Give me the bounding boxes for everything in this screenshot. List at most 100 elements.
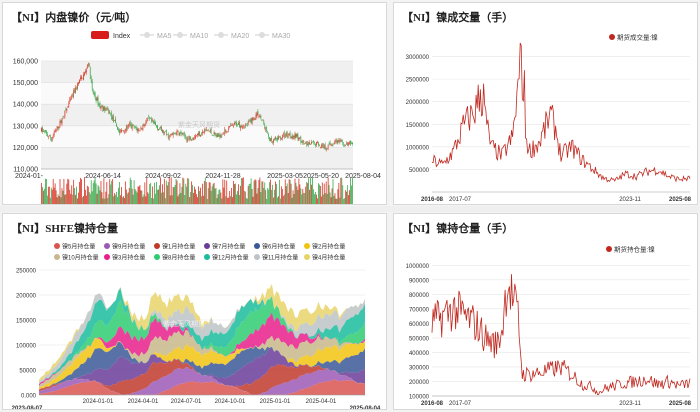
candle-body	[283, 132, 285, 138]
y-tick-label: 110,000	[13, 167, 38, 174]
x-tick-label: 2024-06-14	[85, 173, 121, 180]
candle-body	[80, 77, 81, 80]
volume-bar	[260, 192, 262, 204]
volume-bar	[112, 179, 114, 204]
candle-body	[95, 97, 97, 102]
candle-body	[191, 139, 192, 141]
candle-body	[270, 138, 271, 142]
candle-body	[43, 131, 44, 132]
volume-bar	[256, 193, 258, 204]
volume-bar	[200, 196, 202, 204]
candle-body	[118, 129, 119, 131]
volume-bar	[234, 183, 235, 204]
grid-band	[41, 61, 353, 83]
volume-bar	[195, 189, 196, 204]
candle-body	[212, 135, 214, 136]
volume-bar	[274, 189, 275, 204]
volume-bar	[181, 186, 183, 204]
candle-body	[84, 72, 85, 76]
volume-bar	[75, 194, 77, 204]
y-tick-label: 500000	[409, 336, 430, 342]
y-tick-label: 120,000	[13, 145, 38, 152]
x-tick-label: 2025-08-04	[350, 406, 381, 410]
y-tick-label: 100000	[409, 395, 430, 401]
candle-body	[226, 131, 228, 133]
volume-bar	[224, 179, 226, 204]
candle-body	[144, 125, 146, 127]
candle-body	[193, 138, 194, 141]
candle-body	[116, 124, 117, 127]
legend-dot	[54, 254, 60, 260]
volume-bar	[344, 198, 346, 204]
candle-body	[88, 63, 90, 66]
volume-bar	[85, 195, 87, 204]
volume-bar	[168, 177, 170, 204]
volume-bar	[145, 196, 147, 204]
volume-bar	[207, 188, 209, 204]
volume-bar	[199, 190, 200, 204]
y-tick-label: 200000	[409, 380, 430, 386]
legend-dot	[304, 254, 310, 260]
volume-bar	[278, 196, 279, 204]
candle-body	[47, 136, 49, 138]
legend-label: 镍12月持仓量	[212, 254, 249, 262]
volume-bar	[287, 193, 289, 204]
candle-body	[299, 137, 301, 138]
volume-bar	[167, 182, 169, 204]
candle-body	[167, 133, 169, 139]
volume-bar	[113, 196, 115, 204]
candle-body	[83, 74, 84, 80]
candle-body	[261, 119, 263, 121]
candle-body	[99, 103, 101, 108]
volume-bar	[52, 179, 54, 204]
volume-bar	[200, 187, 201, 204]
volume-bar	[293, 193, 295, 204]
volume-bar	[43, 190, 44, 204]
candle-body	[336, 139, 338, 144]
volume-bar	[310, 177, 311, 204]
candle-body	[146, 120, 148, 123]
candle-body	[274, 138, 275, 141]
volume-bar	[79, 181, 80, 204]
volume-bar	[123, 198, 125, 204]
candle-body	[241, 125, 242, 128]
legend-label: 镍11月持仓量	[262, 254, 298, 262]
candle-body	[254, 118, 256, 120]
candle-body	[98, 104, 100, 105]
candle-body	[163, 130, 164, 134]
candle-body	[349, 142, 350, 144]
volume-bar	[290, 183, 292, 204]
candle-body	[57, 126, 59, 129]
volume-bar	[188, 178, 190, 204]
panel-separator	[0, 206, 700, 212]
volume-bar	[251, 188, 253, 204]
candle-body	[202, 131, 203, 134]
candle-body	[351, 143, 352, 144]
volume-bar	[146, 177, 148, 204]
series-line	[431, 274, 691, 395]
candle-body	[266, 127, 268, 132]
volume-bar	[282, 195, 284, 204]
candle-body	[319, 144, 320, 146]
volume-bar	[194, 186, 195, 204]
volume-bar	[288, 179, 290, 204]
candle-body	[131, 125, 133, 129]
candle-body	[94, 92, 96, 98]
candle-body	[181, 133, 183, 136]
volume-bar	[124, 181, 126, 204]
legend-label: 镍9月持仓量	[112, 243, 145, 251]
volume-bar	[172, 187, 174, 204]
volume-bar	[300, 188, 302, 204]
legend-dot	[254, 243, 260, 249]
candle-body	[258, 116, 260, 117]
volume-bar	[153, 198, 155, 204]
volume-bar	[230, 196, 232, 204]
volume-bar	[311, 184, 312, 204]
candle-body	[216, 135, 218, 138]
volume-bar	[104, 198, 106, 204]
candle-body	[249, 120, 251, 121]
volume-bar	[313, 189, 314, 204]
volume-bar	[54, 183, 56, 204]
volume-bar	[343, 198, 345, 204]
candle-body	[203, 129, 205, 133]
